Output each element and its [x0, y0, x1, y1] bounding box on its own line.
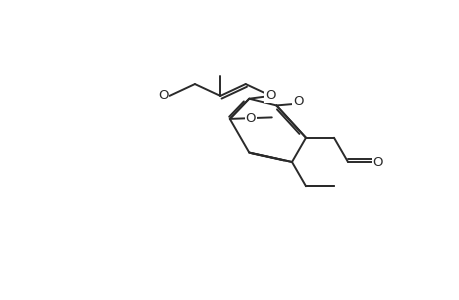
Text: O: O	[292, 95, 303, 108]
Text: O: O	[372, 155, 382, 169]
Text: O: O	[245, 112, 256, 124]
Text: O: O	[264, 89, 274, 102]
Text: O: O	[158, 89, 168, 102]
